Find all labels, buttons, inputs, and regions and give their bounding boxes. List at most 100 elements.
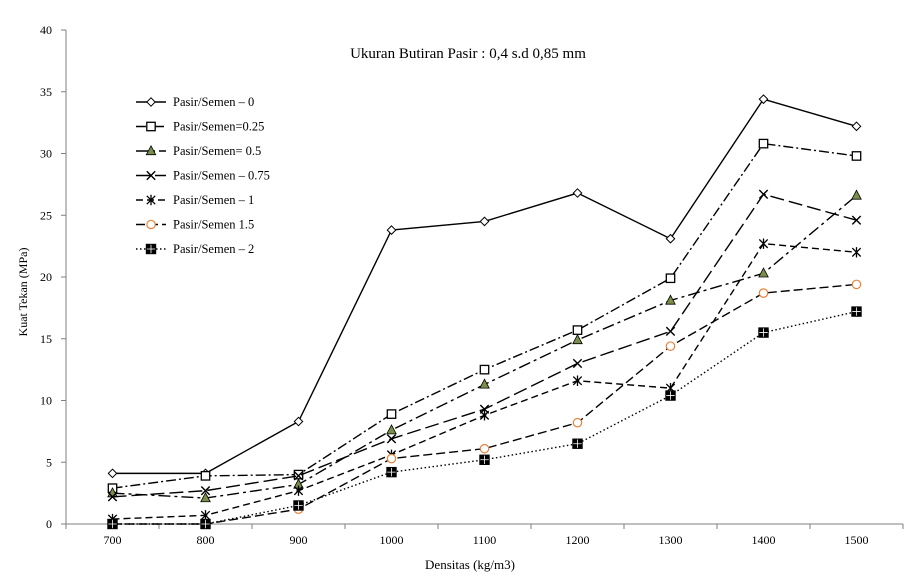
marker-circle — [572, 417, 583, 428]
marker-triangle — [758, 267, 769, 278]
marker-circle — [146, 219, 156, 230]
marker-square-open — [479, 364, 490, 375]
marker-x — [107, 492, 118, 502]
y-tick-label: 25 — [40, 208, 52, 222]
marker-square-cross — [759, 328, 768, 337]
marker-x — [758, 189, 769, 199]
legend: Pasir/Semen – 0 Pasir/Semen=0.25 Pasir/Sem… — [136, 95, 270, 256]
legend-label: Pasir/Semen – 0.75 — [173, 169, 270, 183]
legend-item: Pasir/Semen= 0.5 — [136, 144, 261, 158]
marker-diamond — [758, 94, 769, 105]
x-tick-label: 800 — [197, 533, 215, 547]
marker-triangle — [479, 378, 490, 389]
marker-circle — [851, 279, 862, 290]
marker-star — [572, 375, 583, 386]
marker-square-cross — [666, 391, 675, 400]
series-line — [112, 283, 857, 525]
marker-diamond — [107, 468, 118, 479]
marker-square-cross — [108, 519, 117, 529]
marker-square-cross — [480, 455, 489, 464]
legend-label: Pasir/Semen – 0 — [173, 95, 254, 109]
marker-star — [146, 194, 156, 206]
marker-square-open — [665, 273, 676, 284]
x-tick-label: 1200 — [566, 533, 590, 547]
marker-square-open — [851, 151, 862, 161]
marker-square-open — [200, 470, 211, 481]
axes: 0 5 10 15 20 25 30 35 40 700 800 900 1000 1100 1200 130… — [40, 23, 904, 547]
marker-square-open — [758, 138, 769, 149]
marker-x — [851, 215, 862, 225]
marker-circle — [386, 453, 397, 464]
marker-star — [758, 238, 769, 249]
legend-label: Pasir/Semen – 2 — [173, 242, 254, 256]
marker-square-cross — [294, 501, 303, 510]
marker-diamond — [479, 216, 490, 227]
legend-item: Pasir/Semen 1.5 — [136, 218, 254, 232]
marker-diamond — [146, 97, 156, 107]
x-tick-label: 1500 — [845, 533, 869, 547]
legend-item: Pasir/Semen – 0 — [136, 95, 254, 109]
series-layer — [107, 94, 862, 530]
marker-diamond — [386, 225, 397, 235]
marker-triangle — [665, 294, 676, 305]
x-axis-label: Densitas (kg/m3) — [425, 557, 515, 572]
marker-triangle — [200, 492, 211, 503]
marker-square-open — [572, 325, 583, 335]
x-tick-label: 700 — [104, 533, 122, 547]
legend-label: Pasir/Semen=0.25 — [173, 120, 264, 134]
marker-x — [146, 170, 156, 181]
y-tick-label: 10 — [40, 394, 52, 408]
marker-square-cross — [573, 439, 582, 448]
y-tick-label: 20 — [40, 270, 52, 284]
y-tick-label: 40 — [40, 23, 52, 37]
chart-title: Ukuran Butiran Pasir : 0,4 s.d 0,85 mm — [350, 46, 586, 62]
marker-square-cross — [852, 307, 861, 316]
marker-x — [293, 471, 304, 481]
x-tick-label: 900 — [290, 533, 308, 547]
series-1 — [107, 94, 862, 479]
legend-label: Pasir/Semen= 0.5 — [173, 144, 261, 158]
legend-label: Pasir/Semen – 1 — [173, 193, 254, 207]
y-axis-label: Kuat Tekan (MPa) — [16, 248, 30, 337]
legend-item: Pasir/Semen – 1 — [136, 193, 254, 207]
marker-square-cross — [201, 519, 210, 529]
marker-diamond — [851, 121, 862, 132]
legend-label: Pasir/Semen 1.5 — [173, 218, 254, 232]
marker-star — [479, 410, 490, 421]
marker-x — [665, 326, 676, 337]
x-tick-label: 1000 — [380, 533, 404, 547]
marker-star — [851, 247, 862, 258]
y-tick-label: 30 — [40, 147, 52, 161]
marker-triangle — [572, 333, 583, 345]
marker-square-open — [386, 409, 397, 419]
legend-item: Pasir/Semen – 0.75 — [136, 169, 270, 183]
x-tick-label: 1400 — [752, 533, 776, 547]
marker-circle — [758, 288, 769, 298]
marker-diamond — [665, 233, 676, 244]
marker-square-cross — [387, 467, 396, 477]
marker-circle — [665, 341, 676, 351]
marker-star — [293, 485, 304, 496]
marker-diamond — [572, 188, 583, 198]
marker-x — [386, 434, 397, 444]
y-tick-label: 15 — [40, 332, 52, 346]
series-7 — [107, 306, 862, 530]
legend-item: Pasir/Semen=0.25 — [136, 120, 264, 134]
y-tick-label: 35 — [40, 85, 52, 99]
legend-item: Pasir/Semen – 2 — [136, 242, 254, 256]
series-6 — [107, 279, 862, 529]
marker-diamond — [293, 416, 304, 427]
x-tick-label: 1100 — [473, 533, 497, 547]
series-4 — [107, 189, 862, 502]
series-3 — [107, 189, 862, 503]
marker-x — [572, 358, 583, 369]
marker-square-cross — [146, 244, 156, 254]
marker-triangle — [851, 189, 862, 200]
y-tick-label: 5 — [46, 455, 52, 469]
marker-circle — [479, 443, 490, 454]
marker-triangle — [386, 424, 397, 435]
y-tick-label: 0 — [46, 517, 52, 531]
x-tick-label: 1300 — [659, 533, 683, 547]
marker-triangle — [145, 144, 157, 156]
